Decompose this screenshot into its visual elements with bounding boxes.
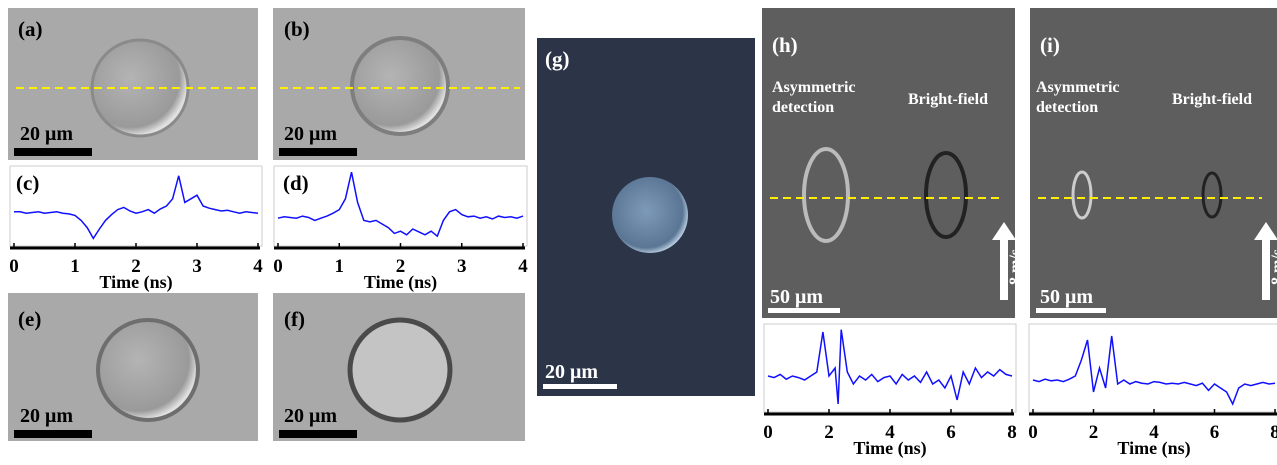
x-tick-label: 3 [457,256,467,277]
plot-label: (d) [283,171,309,195]
scale-bar-label: 20 μm [545,361,598,383]
panel-label: (i) [1040,33,1060,57]
signal-trace [1033,336,1275,404]
panel-label: (h) [772,33,798,57]
plot-label: (c) [16,171,39,195]
images [8,8,1277,441]
scale-bar-label: 20 μm [284,123,337,145]
signal-trace [768,330,1012,404]
x-tick-label: 0 [763,422,773,443]
x-axis-label: Time (ns) [364,272,437,293]
caption: Bright-field [908,91,988,108]
x-axis-label: Time (ns) [1117,438,1190,459]
panel-label: (f) [284,307,305,331]
x-tick-label: 4 [253,256,263,277]
x-tick-label: 2 [824,422,834,443]
x-tick-label: 0 [9,256,19,277]
scale-bar-label: 50 μm [770,286,823,308]
x-tick-label: 0 [273,256,283,277]
caption: Asymmetric [1036,79,1120,96]
caption: Asymmetric [772,79,856,96]
figure: (a) 20 μm (b) 20 μm (e) 20 μm (f) 20 μm (g) 20 μm… [0,0,1277,460]
plot-frame [1029,324,1277,412]
plot-frame [274,166,527,246]
scale-bar-label: 20 μm [20,405,73,427]
caption: detection [1036,99,1098,116]
x-tick-label: 0 [1028,422,1038,443]
plot-frame [10,166,262,246]
x-tick-label: 8 [1007,422,1017,443]
x-tick-label: 8 [1270,422,1277,443]
signal-trace [278,172,523,236]
scale-bar-label: 20 μm [284,405,337,427]
x-tick-label: 6 [946,422,956,443]
signal-trace [14,176,258,239]
x-tick-label: 2 [1089,422,1099,443]
scale-bar-label: 50 μm [1040,286,1093,308]
speed-label: 8 m/s [1269,249,1277,285]
caption: Bright-field [1172,91,1252,108]
panel-label: (a) [18,17,43,41]
x-axis-label: Time (ns) [99,272,172,293]
panel-label: (b) [284,17,310,41]
panel-label: (e) [18,307,41,331]
plot-frame [764,324,1016,412]
speed-label: 8 m/s [1007,249,1024,285]
scale-bar-label: 20 μm [20,123,73,145]
x-tick-label: 1 [335,256,345,277]
x-tick-label: 4 [518,256,528,277]
x-tick-label: 3 [192,256,202,277]
x-tick-label: 6 [1210,422,1220,443]
panel-label: (g) [545,47,570,71]
x-axis-label: Time (ns) [853,438,926,459]
x-tick-label: 1 [70,256,80,277]
caption: detection [772,99,834,116]
